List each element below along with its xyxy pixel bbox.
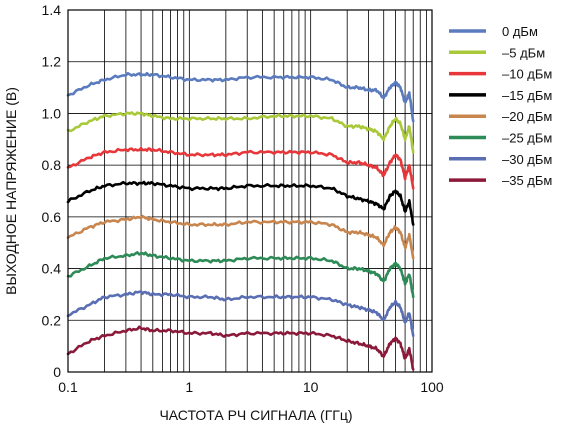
y-tick-label: 1.0 — [42, 105, 62, 121]
series-line — [66, 71, 415, 123]
y-tick-label: 0.2 — [42, 312, 62, 328]
x-tick-label: 0.1 — [58, 379, 78, 395]
series-line — [66, 180, 415, 226]
y-tick-label: 1.2 — [42, 54, 62, 70]
y-axis-label: ВЫХОДНОЕ НАПРЯЖЕНИЕ (В) — [3, 87, 19, 295]
plot-frame — [67, 9, 433, 373]
legend-label: –35 дБм — [502, 173, 552, 188]
legend-label: –5 дБм — [502, 45, 545, 60]
legend-label: –15 дБм — [502, 88, 552, 103]
series-line — [66, 214, 415, 260]
y-tick-label: 0.8 — [42, 157, 62, 173]
legend-label: –20 дБм — [502, 109, 552, 124]
legend: 0 дБм –5 дБм –10 дБм –15 дБм –20 дБм –25 дБм –… — [449, 24, 552, 188]
series-lines — [66, 71, 415, 371]
series-line — [66, 251, 415, 299]
series-line — [66, 146, 415, 190]
x-tick-labels: 0.1 1 10 100 — [58, 379, 444, 395]
legend-label: –30 дБм — [502, 152, 552, 167]
x-axis-label: ЧАСТОТА РЧ СИГНАЛА (ГГц) — [159, 407, 352, 423]
y-tick-label: 1.4 — [42, 2, 62, 18]
legend-label: –10 дБм — [502, 67, 552, 82]
x-tick-label: 1 — [185, 379, 193, 395]
y-tick-label: 0 — [53, 364, 61, 380]
x-tick-label: 10 — [303, 379, 319, 395]
y-tick-label: 0.6 — [42, 209, 62, 225]
series-line — [66, 290, 415, 338]
series-line — [66, 111, 415, 154]
series-line — [66, 325, 415, 371]
grid — [68, 10, 432, 372]
legend-label: 0 дБм — [502, 24, 538, 39]
y-tick-label: 0.4 — [42, 261, 62, 277]
y-tick-labels: 0 0.2 0.4 0.6 0.8 1.0 1.2 1.4 — [42, 2, 62, 380]
legend-label: –25 дБм — [502, 131, 552, 146]
x-tick-label: 100 — [420, 379, 444, 395]
